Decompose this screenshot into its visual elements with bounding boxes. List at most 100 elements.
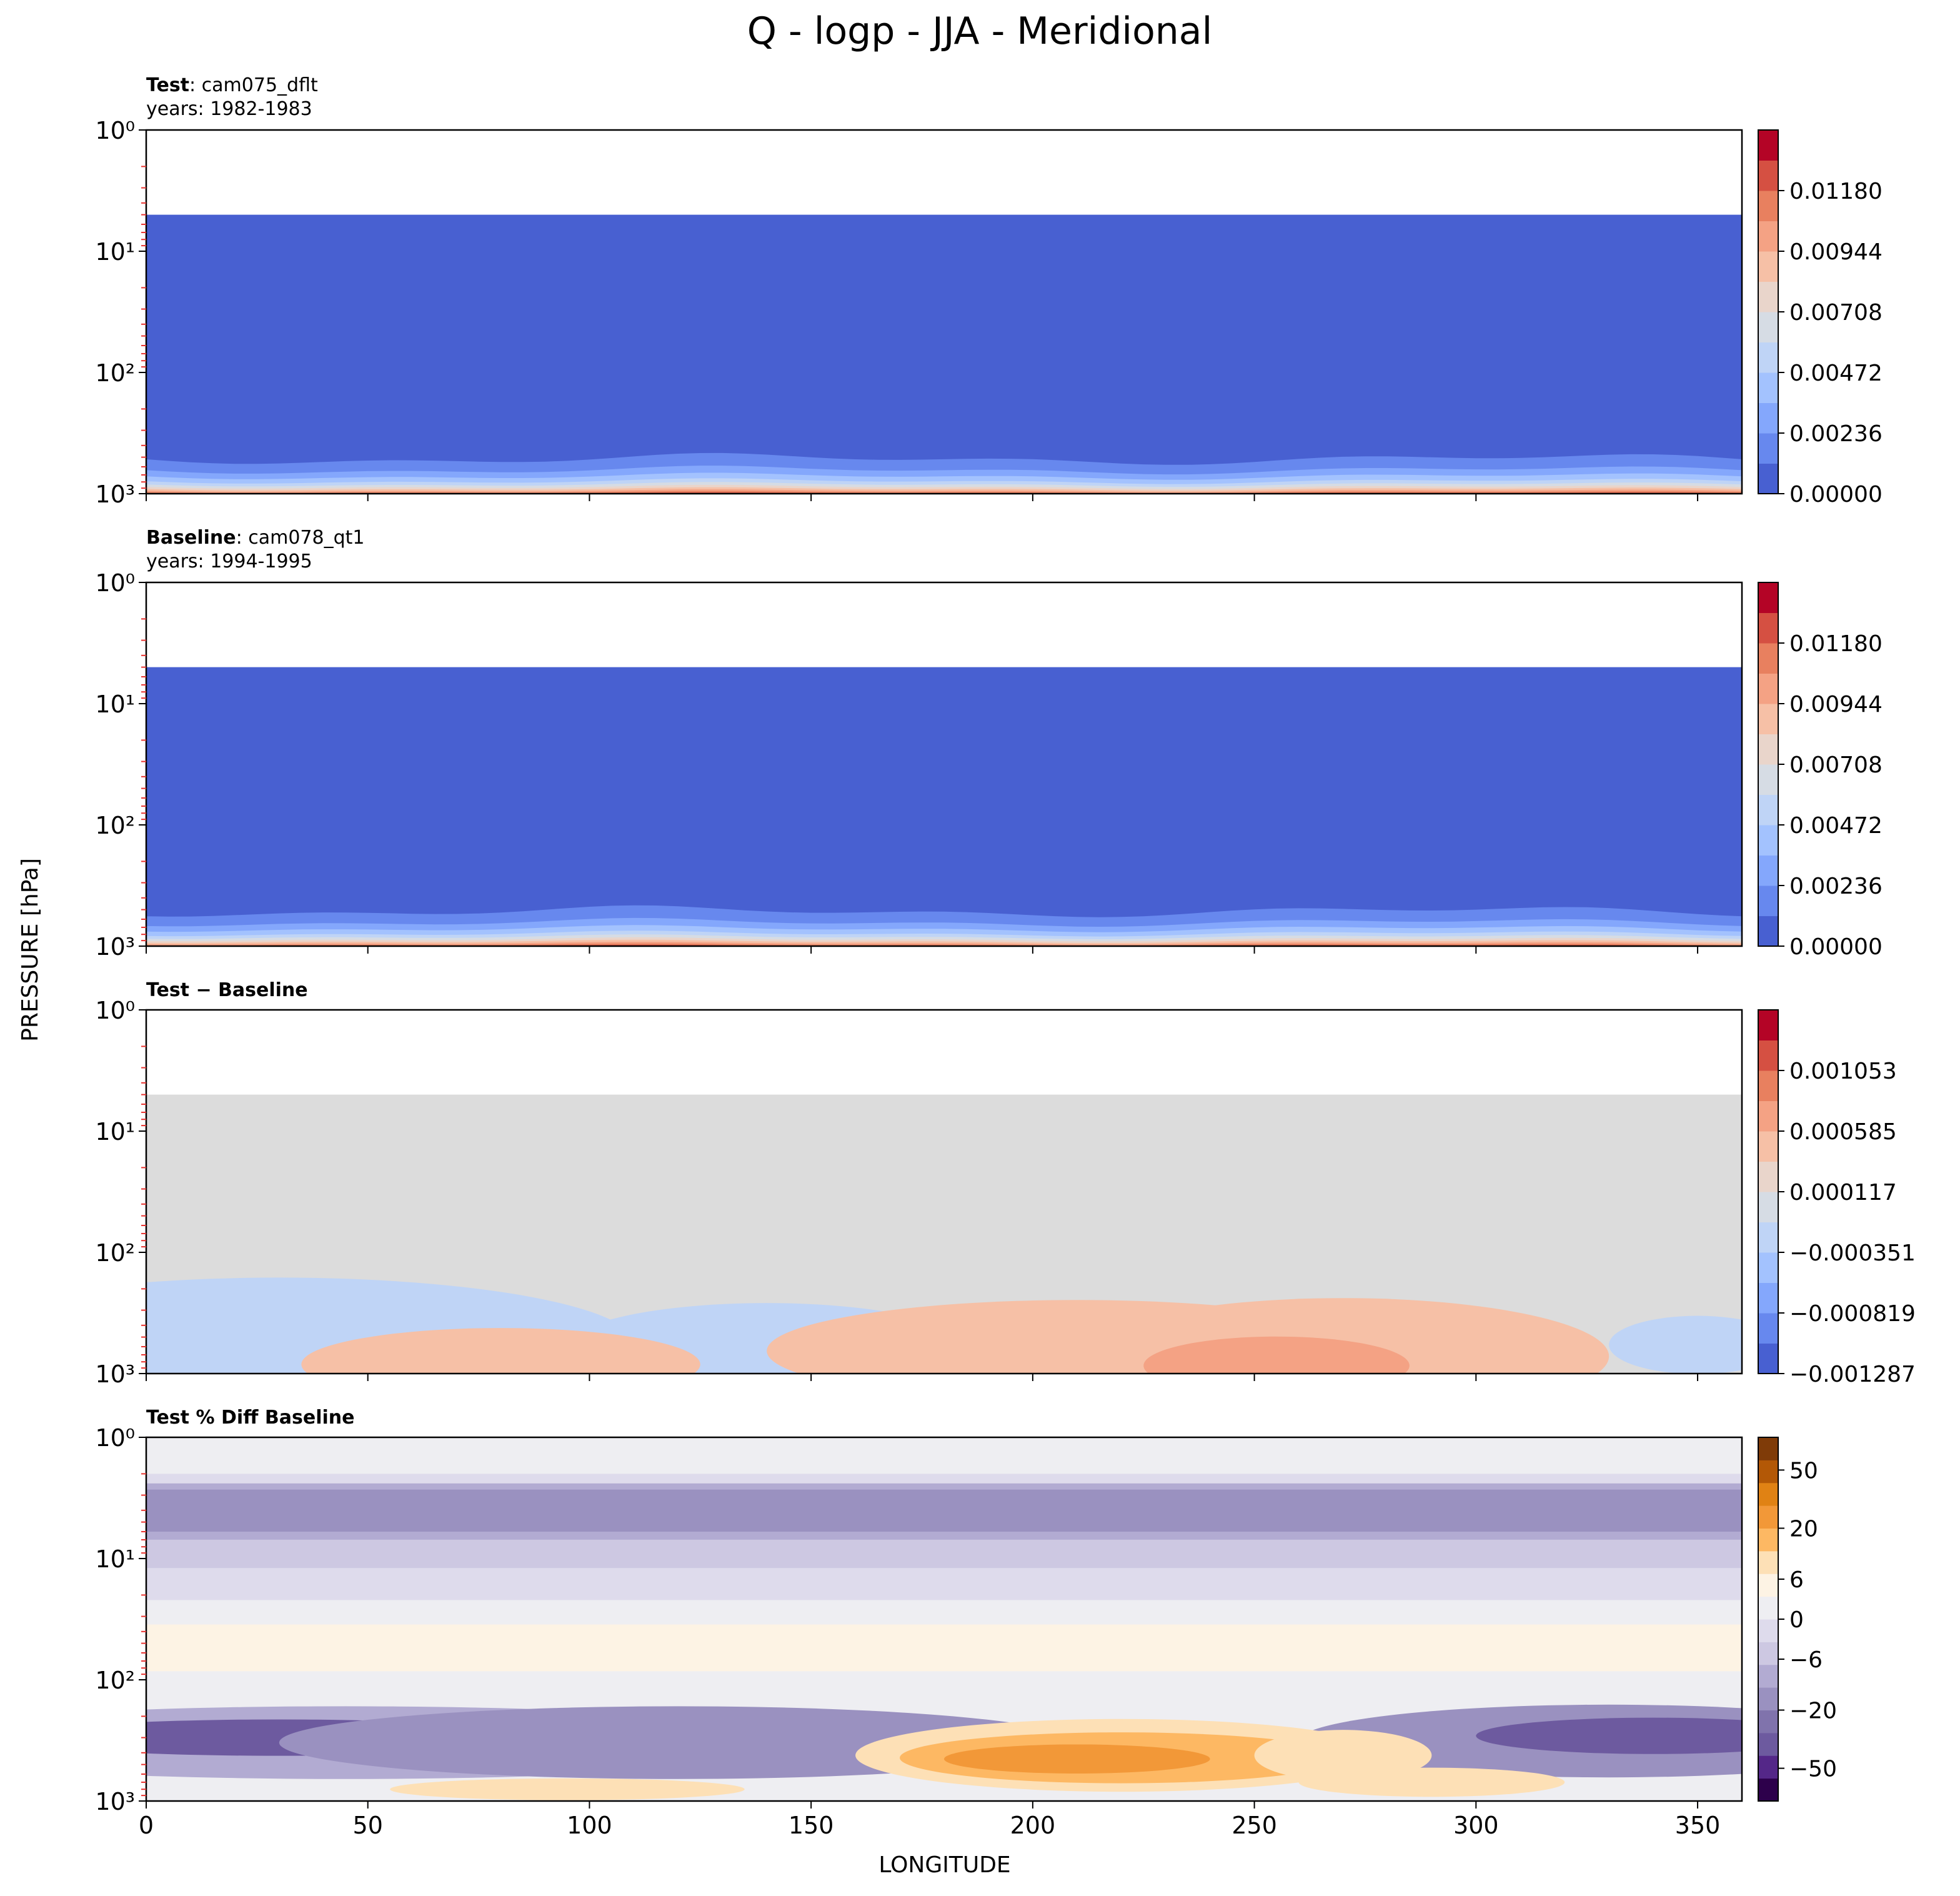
colorbar-tick-label: 0.00708: [1789, 752, 1883, 778]
y-tick-label: 10²: [95, 1239, 135, 1267]
x-tick-label: 300: [1453, 1812, 1499, 1839]
colorbar-tick-label: 0.00944: [1789, 239, 1883, 265]
colorbar-tick-label: 0: [1789, 1607, 1804, 1633]
panel-title: Test − Baseline: [146, 979, 308, 1001]
colorbar-segment: [1758, 402, 1778, 434]
colorbar-3: −50 −20 −6 0 6 20 50: [1758, 1437, 1837, 1802]
field-1: [146, 667, 1742, 946]
y-tick-label: 10²: [95, 359, 135, 387]
colorbar-segment: [1758, 704, 1778, 734]
x-tick-label: 0: [139, 1812, 154, 1839]
colorbar-0: 0.00000 0.00236 0.00472 0.00708 0.00944 0.011…: [1758, 129, 1883, 507]
field-blob: [390, 1778, 745, 1800]
colorbar-segment: [1758, 1161, 1778, 1192]
axes-frame: [145, 129, 1743, 495]
colorbar-segment: [1758, 1574, 1778, 1597]
y-tick-label: 10⁰: [95, 997, 135, 1024]
colorbar-segment: [1758, 251, 1778, 282]
colorbar-segment: [1758, 1687, 1778, 1710]
colorbar-segment: [1758, 1482, 1778, 1506]
field-layer: [146, 1624, 1742, 1672]
colorbar-segment: [1758, 1010, 1778, 1040]
panel-title-bold: Baseline: [146, 527, 236, 549]
colorbar-segment: [1758, 643, 1778, 674]
colorbar-tick-label: −6: [1789, 1647, 1823, 1673]
colorbar-segment: [1758, 794, 1778, 826]
colorbar-tick-label: 0.00236: [1789, 421, 1883, 447]
y-tick-label: 10¹: [95, 691, 135, 718]
panel-title-case: : cam075_dflt: [189, 74, 318, 96]
colorbar-segment: [1758, 281, 1778, 312]
x-axis-label: LONGITUDE: [878, 1852, 1010, 1878]
colorbar-tick-label: 0.000117: [1789, 1180, 1897, 1205]
colorbar-segment: [1758, 1131, 1778, 1162]
figure-title: Q - logp - JJA - Meridional: [747, 9, 1213, 53]
colorbar-segment: [1758, 221, 1778, 252]
colorbar-segment: [1758, 1460, 1778, 1484]
colorbar-segment: [1758, 1252, 1778, 1283]
colorbar-segment: [1758, 160, 1778, 191]
panel-title-bold: Test % Diff Baseline: [146, 1407, 355, 1429]
y-tick-label: 10⁰: [95, 569, 135, 597]
y-tick-label: 10³: [95, 481, 135, 508]
colorbar-tick-label: 50: [1789, 1458, 1818, 1484]
colorbar-tick-label: −50: [1789, 1757, 1837, 1782]
colorbar-tick-label: 0.00236: [1789, 874, 1883, 899]
colorbar-segment: [1758, 1755, 1778, 1779]
panel-title: Test % Diff Baseline: [146, 1407, 355, 1429]
colorbar-segment: [1758, 1778, 1778, 1802]
colorbar-tick-label: −0.000819: [1789, 1301, 1916, 1327]
field-blob: [1298, 1767, 1565, 1797]
x-tick-label: 200: [1010, 1812, 1056, 1839]
x-tick-label: 150: [788, 1812, 834, 1839]
y-tick-label: 10¹: [95, 238, 135, 266]
colorbar-segment: [1758, 1100, 1778, 1132]
colorbar-segment: [1758, 1282, 1778, 1314]
colorbar-segment: [1758, 612, 1778, 644]
colorbar-segment: [1758, 886, 1778, 916]
colorbar-1: 0.00000 0.00236 0.00472 0.00708 0.00944 0.011…: [1758, 582, 1883, 960]
axes-frame: [145, 581, 1743, 947]
colorbar-tick-label: 0.001053: [1789, 1059, 1897, 1084]
colorbar-segment: [1758, 1550, 1778, 1574]
x-tick-label: 350: [1675, 1812, 1721, 1839]
colorbar-segment: [1758, 1343, 1778, 1374]
colorbar-tick-label: 0.00708: [1789, 300, 1883, 326]
colorbar-segment: [1758, 433, 1778, 464]
colorbar-tick-label: 0.000585: [1789, 1119, 1897, 1145]
colorbar-segment: [1758, 1040, 1778, 1071]
colorbar-segment: [1758, 1437, 1778, 1460]
axes-frame: [145, 1436, 1743, 1802]
y-axis-label: PRESSURE [hPa]: [17, 858, 43, 1042]
colorbar-segment: [1758, 1596, 1778, 1620]
field-layer: [146, 1568, 1742, 1600]
colorbar-segment: [1758, 1528, 1778, 1552]
colorbar-tick-label: 0.01180: [1789, 179, 1883, 204]
colorbar-tick-label: 0.00000: [1789, 934, 1883, 960]
field-blob: [301, 1328, 700, 1374]
y-tick-label: 10²: [95, 1667, 135, 1694]
colorbar-segment: [1758, 734, 1778, 765]
y-tick-label: 10⁰: [95, 117, 135, 144]
colorbar-segment: [1758, 1732, 1778, 1756]
panel-title-bold: Test − Baseline: [146, 979, 308, 1001]
panel-years: years: 1994-1995: [146, 551, 312, 572]
colorbar-segment: [1758, 916, 1778, 947]
x-tick-label: 50: [353, 1812, 383, 1839]
y-tick-label: 10¹: [95, 1118, 135, 1145]
y-tick-label: 10⁰: [95, 1424, 135, 1452]
field-0: [146, 214, 1742, 494]
colorbar-segment: [1758, 1192, 1778, 1222]
colorbar-segment: [1758, 463, 1778, 494]
colorbar-segment: [1758, 673, 1778, 704]
field-3: [146, 1437, 1742, 1801]
field-blob: [1254, 1730, 1432, 1781]
field-layer: [146, 1539, 1742, 1569]
x-tick-label: 100: [567, 1812, 612, 1839]
panel-title: Test: cam075_dflt: [146, 74, 318, 96]
colorbar-segment: [1758, 372, 1778, 403]
x-tick-label: 250: [1231, 1812, 1277, 1839]
y-tick-label: 10²: [95, 812, 135, 839]
